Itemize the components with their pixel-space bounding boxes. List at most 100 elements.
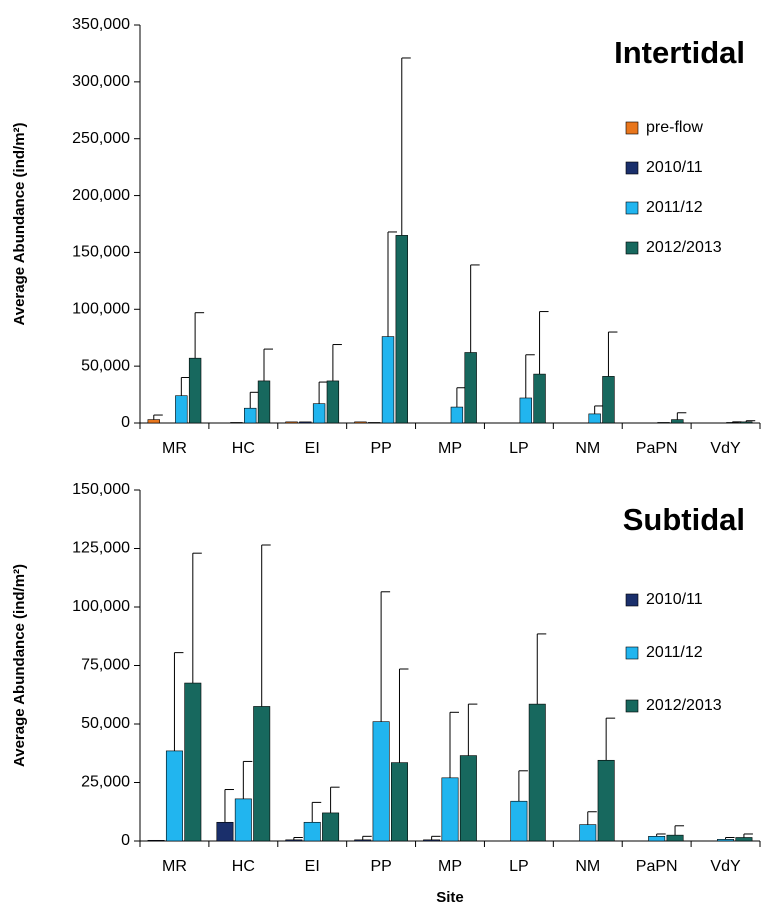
bar [666,834,684,842]
legend-label: 2011/12 [646,644,703,661]
y-tick-label: 200,000 [72,187,130,204]
bar [671,419,684,424]
legend-label: 2010/11 [646,591,703,608]
y-tick-label: 250,000 [72,130,130,147]
bar [717,839,735,842]
bar [216,821,234,842]
panel-title: Intertidal [614,35,745,70]
bar [147,839,165,842]
bar [230,422,243,424]
bar [533,373,546,424]
x-tick-label: MR [162,440,187,457]
bar [423,839,441,842]
legend-swatch [625,201,639,215]
y-tick-label: 50,000 [81,715,130,732]
bar [257,380,271,424]
x-tick-label: NM [575,858,600,875]
bar [528,703,546,842]
y-tick-label: 0 [121,832,130,849]
legend-swatch [625,241,639,255]
bar [602,376,615,424]
x-tick-label: EI [305,440,320,457]
bar [234,798,252,842]
y-tick-label: 0 [121,414,130,431]
legend-label: 2011/12 [646,199,703,216]
x-tick-label: HC [232,440,255,457]
bar [726,422,739,424]
y-axis-title: Average Abundance (ind/m²) [11,564,28,767]
y-tick-label: 125,000 [72,540,130,557]
bar [464,352,477,424]
y-axis-title: Average Abundance (ind/m²) [11,122,28,325]
legend-label: 2012/2013 [646,697,722,714]
y-tick-label: 75,000 [81,657,130,674]
legend-swatch [625,161,639,175]
legend-label: 2010/11 [646,159,703,176]
bar [395,235,408,424]
bar [354,839,372,842]
bar [657,422,670,424]
y-tick-label: 50,000 [81,357,130,374]
bar [381,336,395,424]
bar [188,357,202,424]
y-tick-label: 25,000 [81,774,130,791]
bar [354,421,367,424]
bar [303,821,321,842]
bar [253,706,271,842]
x-tick-label: HC [232,858,255,875]
bar [588,413,601,424]
bar [648,836,666,842]
bar [285,421,298,424]
y-tick-label: 150,000 [72,244,130,261]
bar [165,750,183,842]
x-tick-label: PaPN [636,858,678,875]
bar [322,812,340,842]
y-tick-label: 350,000 [72,16,130,33]
y-tick-label: 150,000 [72,481,130,498]
y-tick-label: 300,000 [72,73,130,90]
legend-swatch [625,699,639,713]
bar [459,755,477,842]
bar [441,777,459,842]
bar [372,721,390,842]
bar [735,837,753,842]
bar [579,824,597,842]
bar [450,406,464,424]
x-axis-title: Site [436,889,464,906]
x-tick-label: PP [370,858,391,875]
legend-swatch [625,121,639,135]
x-tick-label: VdY [710,858,741,875]
legend-swatch [625,646,639,660]
legend-label: pre-flow [646,119,703,136]
bar [299,421,312,424]
bar [175,395,188,424]
bar [740,421,753,424]
y-tick-label: 100,000 [72,301,130,318]
x-tick-label: MP [438,440,462,457]
x-tick-label: EI [305,858,320,875]
x-tick-label: LP [509,440,529,457]
x-tick-label: PaPN [636,440,678,457]
y-tick-label: 100,000 [72,598,130,615]
legend-label: 2012/2013 [646,239,722,256]
bar [147,419,160,424]
legend-swatch [625,593,639,607]
x-tick-label: LP [509,858,529,875]
x-tick-label: MR [162,858,187,875]
panel-title: Subtidal [623,502,745,537]
x-tick-label: MP [438,858,462,875]
bar [244,407,257,424]
bar [326,380,340,424]
x-tick-label: VdY [710,440,741,457]
bar [312,403,326,424]
bar [597,759,615,842]
bar [519,397,532,424]
bar [285,839,303,842]
bar [184,682,202,842]
x-tick-label: NM [575,440,600,457]
bar [368,422,381,424]
bar [390,762,408,842]
bar [510,800,528,842]
x-tick-label: PP [370,440,391,457]
